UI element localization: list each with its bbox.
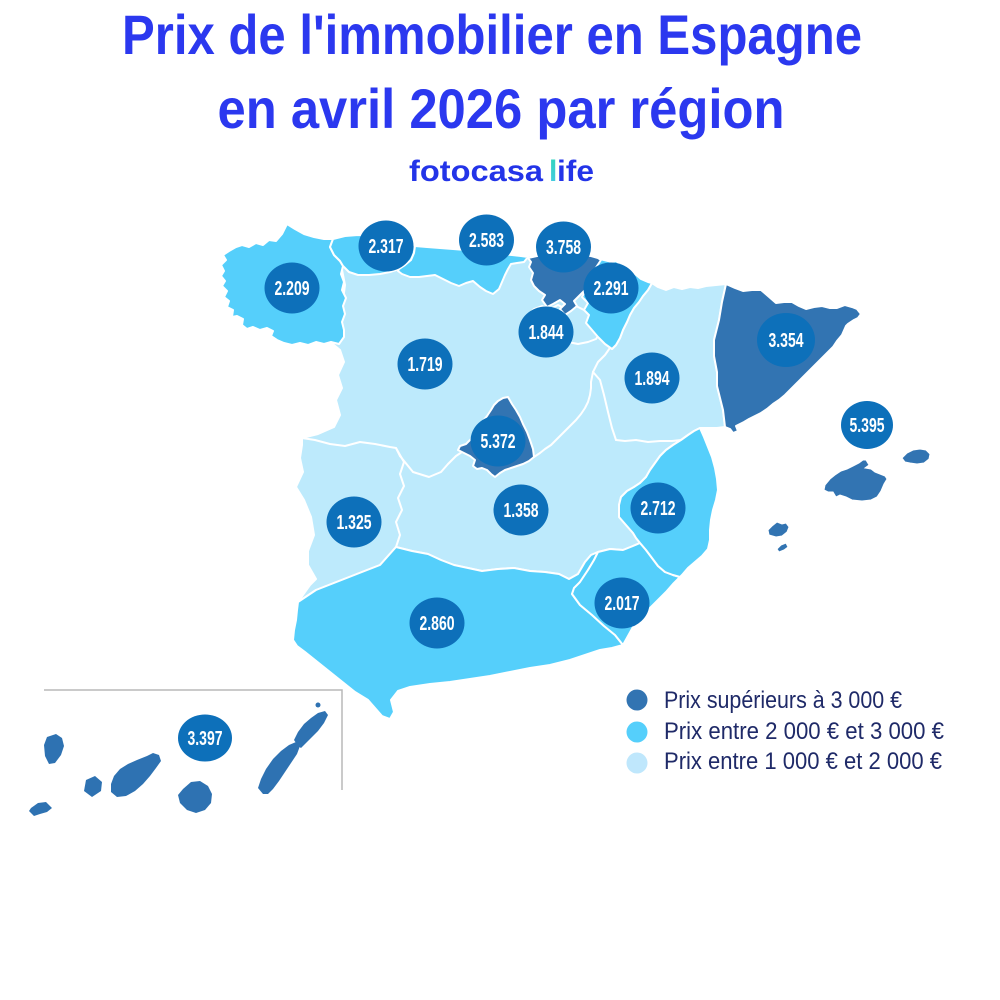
svg-text:2.209: 2.209 xyxy=(275,278,310,300)
svg-text:fotocasa: fotocasa xyxy=(409,155,543,188)
svg-text:5.372: 5.372 xyxy=(481,431,516,453)
svg-text:2.860: 2.860 xyxy=(420,613,455,635)
svg-text:2.291: 2.291 xyxy=(594,278,629,300)
svg-text:2.317: 2.317 xyxy=(369,236,404,258)
svg-text:2.017: 2.017 xyxy=(605,593,640,615)
svg-text:3.758: 3.758 xyxy=(546,237,581,259)
svg-text:3.354: 3.354 xyxy=(769,330,805,352)
svg-text:Prix supérieurs à 3 000 €: Prix supérieurs à 3 000 € xyxy=(664,687,902,714)
svg-text:1.358: 1.358 xyxy=(504,500,539,522)
svg-text:5.395: 5.395 xyxy=(850,415,885,437)
svg-text:Prix de l'immobilier en Espagn: Prix de l'immobilier en Espagne xyxy=(122,3,862,66)
svg-text:Prix entre 2 000 € et 3 000 €: Prix entre 2 000 € et 3 000 € xyxy=(664,718,944,745)
svg-text:l: l xyxy=(549,155,557,188)
svg-text:2.583: 2.583 xyxy=(469,230,504,252)
svg-text:1.894: 1.894 xyxy=(635,368,671,390)
svg-text:3.397: 3.397 xyxy=(188,728,223,750)
svg-text:ife: ife xyxy=(557,155,594,188)
svg-text:Prix entre 1 000 € et 2 000 €: Prix entre 1 000 € et 2 000 € xyxy=(664,748,942,775)
svg-text:1.325: 1.325 xyxy=(337,512,372,534)
svg-text:1.719: 1.719 xyxy=(408,354,443,376)
svg-text:1.844: 1.844 xyxy=(529,322,565,344)
svg-text:2.712: 2.712 xyxy=(641,498,676,520)
svg-text:en avril 2026 par région: en avril 2026 par région xyxy=(218,77,785,140)
